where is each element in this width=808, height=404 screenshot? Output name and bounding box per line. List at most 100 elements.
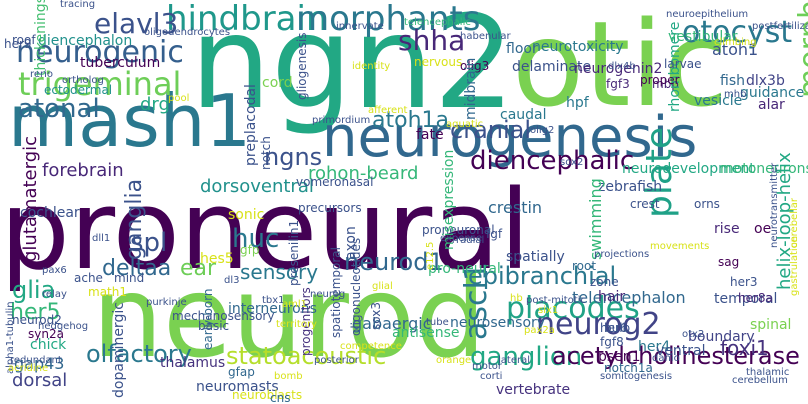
word-danio: danio: [652, 353, 680, 364]
word-zone: zone: [590, 275, 619, 289]
word-six1: six1: [538, 305, 559, 316]
word-vertebrate: vertebrate: [496, 382, 571, 398]
word-hb: hb: [510, 293, 523, 304]
word-delaminate: delaminate: [512, 59, 592, 75]
word-fish: fish: [720, 73, 745, 89]
word-neurogenic: neurogenic: [16, 35, 184, 70]
word-spl: spl: [130, 228, 168, 258]
word-swimming: swimming: [586, 178, 605, 260]
word-neurosensory: neurosensory: [450, 315, 546, 331]
word-telencephalic: telencephalic: [404, 17, 471, 28]
word-morpholino: morpholino: [793, 0, 808, 98]
word-neurotransmitter: neurotransmitter: [769, 162, 780, 248]
word-atoh1: atoh1: [712, 40, 759, 59]
word-thickenings: thickenings: [33, 0, 49, 76]
word-tube: tube: [426, 317, 449, 328]
word-foxi1: foxi1: [720, 336, 769, 360]
word-precursors: precursors: [298, 201, 362, 215]
word-placodes: placodes: [506, 291, 640, 326]
word-pro-neural: pro-neural: [428, 261, 501, 277]
word-basic: basic: [198, 319, 230, 333]
word-fgf8: fgf8: [600, 335, 624, 349]
word-gastrulation: gastrulation: [789, 235, 800, 296]
word-vesicle: vesicle: [694, 93, 743, 109]
word-orns: orns: [694, 197, 720, 211]
word-sox3: sox3: [369, 302, 383, 330]
word-fgf: fgf: [486, 227, 503, 241]
word-proneural: proneural: [0, 166, 531, 294]
word-her8a: her8a: [738, 291, 773, 305]
word-mash1: mash1: [8, 79, 252, 163]
word-roof: roof: [12, 33, 36, 47]
word-tracing: tracing: [60, 0, 96, 10]
word-mhb: mhb: [724, 89, 747, 100]
word-her6: her6: [600, 321, 628, 335]
word-diencephalic: diencephalic: [470, 146, 635, 176]
word-dlx3b: dlx3b: [746, 73, 785, 89]
word-vestibular: vestibular: [668, 29, 738, 45]
word-acetylcholinesterase: acetylcholinesterase: [552, 342, 800, 370]
word-dlx4b: dlx4b: [608, 61, 636, 72]
word-huc: huc: [232, 224, 280, 254]
word-olig2: olig2: [530, 125, 555, 136]
word-neurod1: neurod1: [344, 248, 444, 276]
word-hindbrain: hindbrain: [166, 0, 328, 39]
word-caudal: caudal: [500, 107, 547, 123]
word-ortholog: ortholog: [62, 75, 104, 86]
word-ngns: ngns: [264, 143, 323, 171]
word-posterior: posterior: [314, 355, 359, 366]
word-her9: her9: [4, 37, 32, 51]
word-pool: pool: [168, 93, 190, 104]
word-zebrafish: zebrafish: [598, 179, 663, 195]
word-competence: competence: [340, 341, 402, 352]
word-movements: movements: [650, 241, 710, 252]
word-larvae: larvae: [664, 57, 702, 71]
word-preplacodal: preplacodal: [243, 84, 259, 166]
word-glia: glia: [12, 276, 56, 304]
word-sonic: sonic: [228, 207, 265, 223]
word-neurog2: neurog2: [536, 307, 661, 342]
word-telencephalon: telencephalon: [572, 288, 686, 307]
word-aml1: aml1: [282, 299, 308, 310]
word-crestin: crestin: [488, 198, 543, 217]
word-gap43: gap43: [14, 354, 65, 373]
word-post-mitotic: post-mitotic: [526, 295, 586, 306]
word-forebrain: forebrain: [42, 160, 124, 181]
word-deltaa: deltaa: [102, 256, 172, 281]
word-redundant: redundant: [10, 355, 62, 366]
word-syn2a: syn2a: [28, 327, 64, 341]
word-rise: rise: [714, 221, 740, 237]
word-statoacoustic: statoacoustic: [226, 342, 387, 370]
word-diencephalon: diencephalon: [38, 33, 133, 49]
word-neurod: neurod: [92, 253, 487, 383]
word-postfertilization: postfertilization: [752, 21, 808, 32]
word-aquatic: aquatic: [446, 119, 484, 130]
word-temporal: temporal: [714, 291, 778, 307]
word-glutamatergic: glutamatergic: [20, 135, 41, 262]
word-corti: corti: [480, 371, 503, 382]
word-olig3: olig3: [460, 59, 490, 73]
word-primordium: primordium: [312, 115, 371, 126]
word-neuroepithelium: neuroepithelium: [666, 9, 749, 20]
word-e12-5: e12.5: [425, 241, 436, 270]
word-alar: alar: [758, 97, 785, 113]
word-motor: motor: [472, 361, 503, 372]
word-ganglion: ganglion: [470, 342, 583, 372]
word-mechanosensory: mechanosensory: [172, 309, 275, 323]
word-trigeminal: trigeminal: [18, 65, 182, 103]
word-boundary: boundary: [688, 329, 755, 345]
word-sag: sag: [718, 255, 740, 269]
word-ear: ear: [180, 256, 217, 281]
word-pax2a: pax2a: [524, 325, 555, 336]
word-gfp: gfp: [240, 243, 260, 257]
word-guidance: guidance: [740, 85, 805, 101]
word-gabaergic: gabaergic: [352, 314, 432, 333]
word-purkinje: purkinje: [146, 297, 187, 308]
word-notch: notch: [259, 136, 273, 170]
word-dl3: dl3: [224, 275, 240, 286]
word-neurogenesis: neurogenesis: [322, 105, 698, 170]
word-relay: relay: [42, 289, 67, 300]
word-pax6: pax6: [42, 265, 67, 276]
word-interneurons: interneurons: [228, 301, 317, 317]
word-shha: shha: [398, 24, 466, 57]
